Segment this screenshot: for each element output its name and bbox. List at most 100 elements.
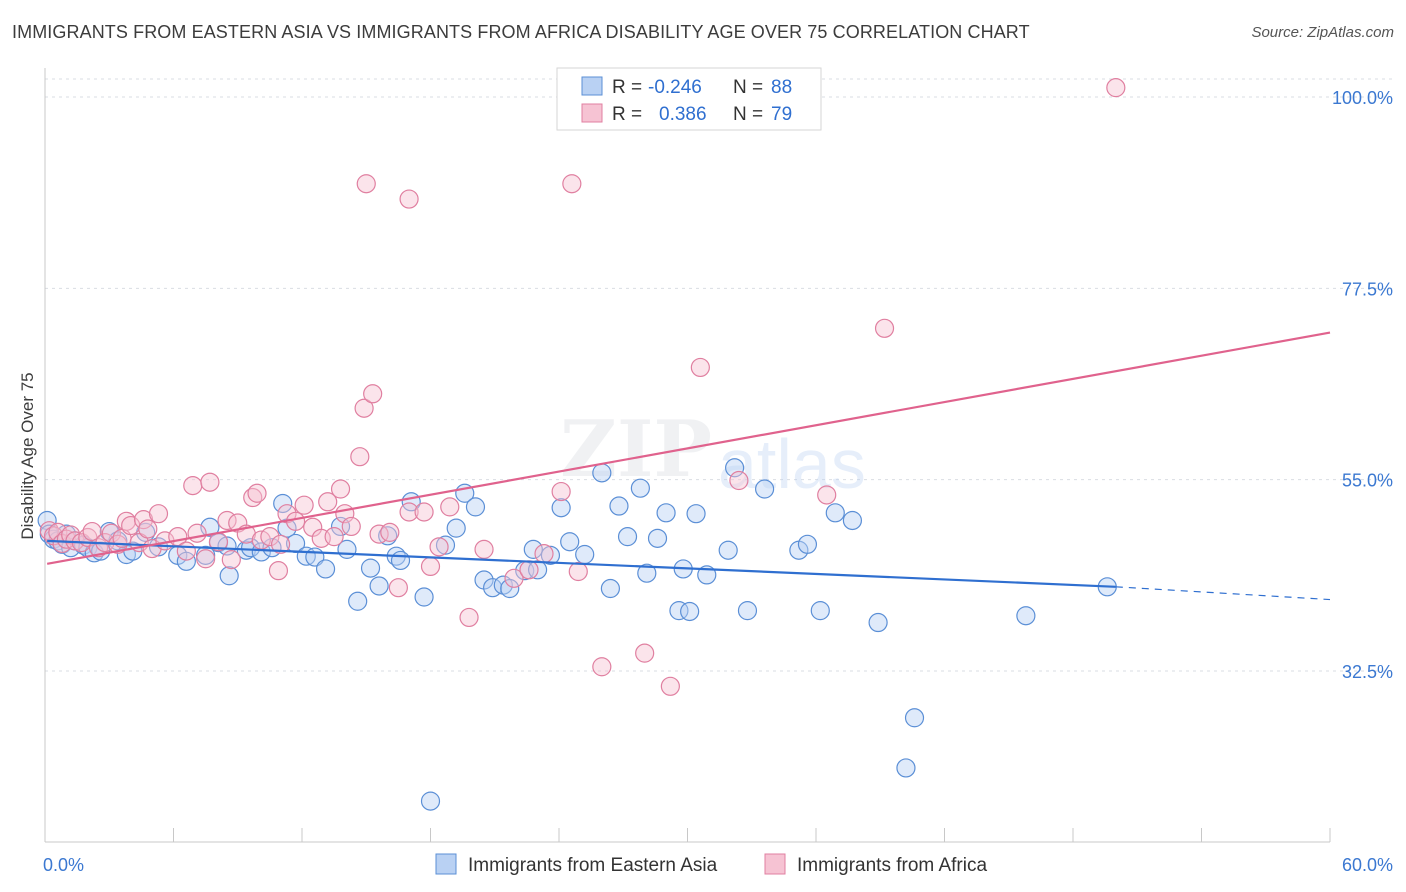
scatter-point — [551, 498, 571, 518]
scatter-point — [268, 561, 289, 581]
bottom-legend-swatch-pink — [764, 853, 786, 875]
legend-swatch-blue — [581, 76, 603, 96]
legend-swatch-pink — [581, 103, 603, 123]
scatter-point — [138, 519, 158, 539]
scatter-point — [176, 551, 196, 571]
scatter-point — [440, 497, 460, 517]
scatter-point — [285, 511, 306, 531]
scatter-point — [294, 495, 314, 515]
scatter-point — [718, 540, 738, 560]
scatter-point — [637, 563, 657, 583]
scatter-point — [647, 528, 668, 548]
scatter-point — [324, 527, 344, 547]
scatter-point — [630, 478, 650, 498]
scatter-point — [575, 544, 595, 565]
scatter-point — [330, 516, 351, 537]
trend-line-africa — [46, 331, 1331, 565]
scatter-point — [560, 532, 580, 552]
scatter-point — [101, 523, 121, 543]
grid-lines — [45, 78, 1393, 672]
legend-r-label-blue: R = — [612, 77, 642, 98]
scatter-point — [669, 601, 689, 621]
y-axis-label: Disability Age Over 75 — [18, 372, 37, 539]
scatter-point — [459, 607, 479, 628]
scatter-point — [176, 541, 196, 561]
scatter-point — [388, 578, 408, 598]
scatter-point — [686, 504, 706, 524]
scatter-point — [183, 476, 203, 496]
scatter-point — [270, 534, 291, 554]
scatter-point — [551, 481, 571, 502]
scatter-point — [369, 576, 389, 596]
legend-r-value-pink: 0.386 — [659, 104, 707, 125]
y-tick-label: 77.5% — [1342, 279, 1393, 299]
scatter-point — [896, 758, 916, 778]
scatter-point — [260, 527, 280, 547]
bottom-legend-swatch-blue — [435, 853, 457, 875]
trend-lines — [46, 331, 1331, 601]
scatter-point — [187, 523, 207, 543]
scatter-point — [354, 398, 374, 418]
scatter-point — [390, 550, 411, 571]
correlation-legend: R = -0.246 N = 88 R = 0.386 N = 79 — [556, 67, 822, 131]
scatter-point — [414, 502, 434, 522]
scatter-point — [617, 527, 638, 547]
scatter-point — [523, 539, 543, 559]
scatter-point — [592, 463, 612, 483]
scatter-point — [196, 549, 216, 569]
legend-r-label-pink: R = — [612, 104, 642, 125]
scatter-point — [562, 174, 582, 194]
scatter-point — [380, 522, 400, 542]
series-eastern-asia-points — [37, 458, 1117, 811]
scatter-point — [868, 612, 888, 633]
scatter-point — [360, 558, 381, 578]
scatter-point — [825, 503, 845, 523]
scatter-point — [247, 483, 267, 503]
scatter-point — [474, 539, 494, 559]
legend-n-label-pink: N = — [733, 104, 763, 125]
scatter-point — [219, 566, 239, 586]
legend-n-value-blue: 88 — [771, 77, 792, 98]
scatter-point — [729, 470, 749, 491]
y-tick-label: 32.5% — [1342, 662, 1393, 682]
scatter-point — [465, 497, 486, 517]
scatter-point — [348, 591, 368, 611]
scatter-point — [420, 791, 441, 811]
series-legend: Immigrants from Eastern Asia Immigrants … — [435, 853, 987, 876]
scatter-point — [148, 504, 169, 524]
scatter-point — [609, 496, 629, 516]
scatter-point — [519, 560, 539, 580]
scatter-point — [592, 657, 612, 677]
y-tick-label: 100.0% — [1332, 88, 1393, 108]
scatter-point — [660, 676, 680, 696]
scatter-point — [1106, 78, 1126, 98]
scatter-point — [350, 447, 370, 467]
scatter-point — [504, 568, 524, 588]
scatter-point — [414, 587, 434, 607]
scatter-point — [568, 561, 588, 582]
scatter-point — [200, 472, 220, 492]
scatter-point — [82, 521, 102, 542]
scatter-point — [435, 535, 456, 555]
legend-n-label-blue: N = — [733, 77, 763, 98]
scatter-point — [680, 601, 700, 622]
axes — [44, 68, 1331, 843]
scatter-point — [600, 578, 621, 599]
scatter-point — [500, 578, 520, 599]
scatter-point — [754, 479, 775, 499]
scatter-point — [363, 384, 383, 404]
legend-r-value-blue: -0.246 — [648, 77, 702, 98]
bottom-legend-label-blue: Immigrants from Eastern Asia — [468, 855, 718, 876]
scatter-point — [399, 189, 419, 209]
scatter-point — [737, 601, 758, 621]
scatter-point — [330, 479, 351, 499]
scatter-point — [540, 545, 561, 565]
scatter-point — [429, 537, 449, 557]
scatter-point — [399, 502, 419, 522]
scatter-point — [356, 174, 376, 194]
scatter-point — [874, 318, 895, 338]
x-tick-min: 0.0% — [43, 855, 84, 875]
trend-line-eastern-asia-extension — [1115, 586, 1331, 601]
tick-labels: 32.5% 55.0% 77.5% 100.0% — [1332, 88, 1393, 682]
